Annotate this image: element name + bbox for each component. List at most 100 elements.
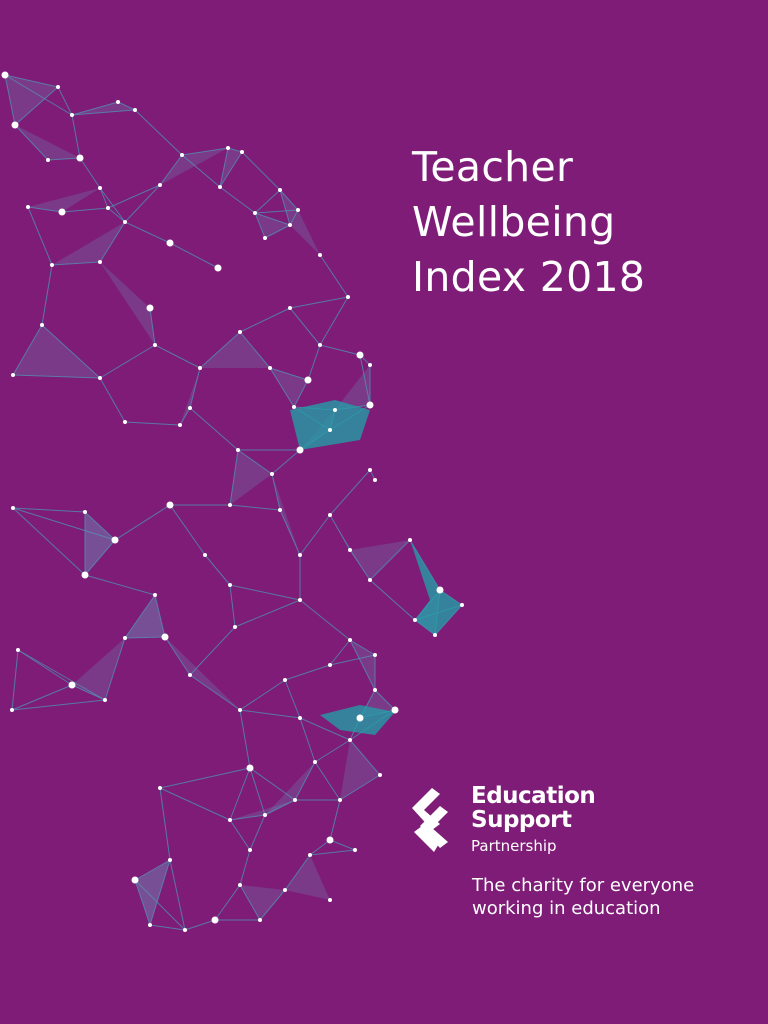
network-node (253, 211, 257, 215)
network-edge (279, 189, 291, 226)
network-node (328, 428, 332, 432)
network-node (308, 853, 312, 857)
network-facet (335, 365, 370, 410)
network-edge (124, 636, 166, 639)
network-node (368, 468, 372, 472)
network-node (153, 343, 157, 347)
network-node (326, 836, 334, 844)
network-node (148, 923, 152, 927)
network-node (214, 264, 222, 272)
network-node (161, 633, 169, 641)
network-edge (254, 212, 291, 226)
network-edge (159, 787, 171, 861)
network-node (188, 406, 192, 410)
network-edge (11, 684, 73, 711)
network-edge (114, 504, 171, 541)
network-edge (17, 649, 73, 686)
network-edge (189, 626, 236, 676)
network-edge (329, 799, 341, 841)
network-node (228, 583, 232, 587)
network-edge (249, 767, 296, 801)
network-edge (269, 367, 309, 381)
network-edge (181, 147, 229, 156)
network-node (153, 593, 157, 597)
network-edge (12, 507, 86, 513)
network-node (178, 423, 182, 427)
network-facet (280, 190, 298, 225)
network-node (304, 376, 312, 384)
network-node (348, 548, 352, 552)
network-node (258, 918, 262, 922)
network-node (11, 121, 19, 129)
network-edge (264, 224, 291, 239)
network-facet (350, 640, 375, 690)
network-node (283, 888, 287, 892)
network-facet (85, 512, 115, 575)
network-facet (28, 188, 100, 212)
network-node (296, 446, 304, 454)
network-edge (41, 264, 53, 326)
network-edge (124, 221, 171, 244)
network-edge (271, 473, 281, 511)
network-node (368, 363, 372, 367)
network-node (238, 883, 242, 887)
network-facet (13, 325, 100, 378)
logo-name: Support (471, 807, 572, 833)
network-edge (249, 767, 266, 816)
network-edge (229, 504, 281, 511)
network-edge (14, 124, 49, 161)
network-edge (117, 101, 136, 111)
network-edge (99, 344, 156, 379)
network-edge (239, 849, 251, 886)
network-edge (164, 636, 191, 676)
network-edge (134, 879, 186, 931)
network-facet (160, 148, 228, 185)
network-facet (5, 75, 58, 125)
network-edge (179, 407, 191, 426)
network-node (83, 510, 87, 514)
network-facet (285, 855, 330, 900)
title-line: Wellbeing (412, 198, 616, 246)
network-edge (229, 767, 251, 821)
network-node (166, 239, 174, 247)
network-edge (239, 709, 251, 769)
network-edge (159, 154, 183, 186)
network-highlight (290, 400, 370, 450)
network-node (68, 681, 76, 689)
network-edge (299, 717, 351, 741)
network-edge (239, 331, 271, 369)
network-edge (169, 242, 219, 269)
network-edge (99, 377, 126, 423)
network-edge (149, 307, 156, 346)
logo-icon (412, 788, 448, 852)
network-edge (12, 324, 43, 376)
network-edge (134, 859, 171, 881)
network-node (263, 813, 267, 817)
network-edge (259, 889, 286, 921)
network-node (26, 205, 30, 209)
network-edge (349, 549, 371, 581)
network-facet (240, 885, 285, 920)
network-node (270, 472, 274, 476)
network-edge (14, 86, 59, 126)
network-node (248, 848, 252, 852)
network-edge (239, 884, 261, 921)
network-node (328, 898, 332, 902)
network-edge (329, 639, 351, 666)
network-node (106, 206, 110, 210)
network-edge (369, 539, 411, 581)
title: Teacher Wellbeing Index 2018 (412, 140, 645, 305)
network-edge (229, 584, 236, 628)
network-edge (329, 469, 371, 516)
network-node (333, 408, 337, 412)
network-node (203, 553, 207, 557)
network-facet (72, 102, 135, 115)
network-edge (199, 331, 241, 369)
network-node (226, 146, 230, 150)
network-edge (159, 787, 231, 821)
network-edge (219, 147, 229, 188)
network-node (408, 538, 412, 542)
network-node (131, 876, 139, 884)
network-edge (239, 679, 286, 711)
network-node (70, 113, 74, 117)
